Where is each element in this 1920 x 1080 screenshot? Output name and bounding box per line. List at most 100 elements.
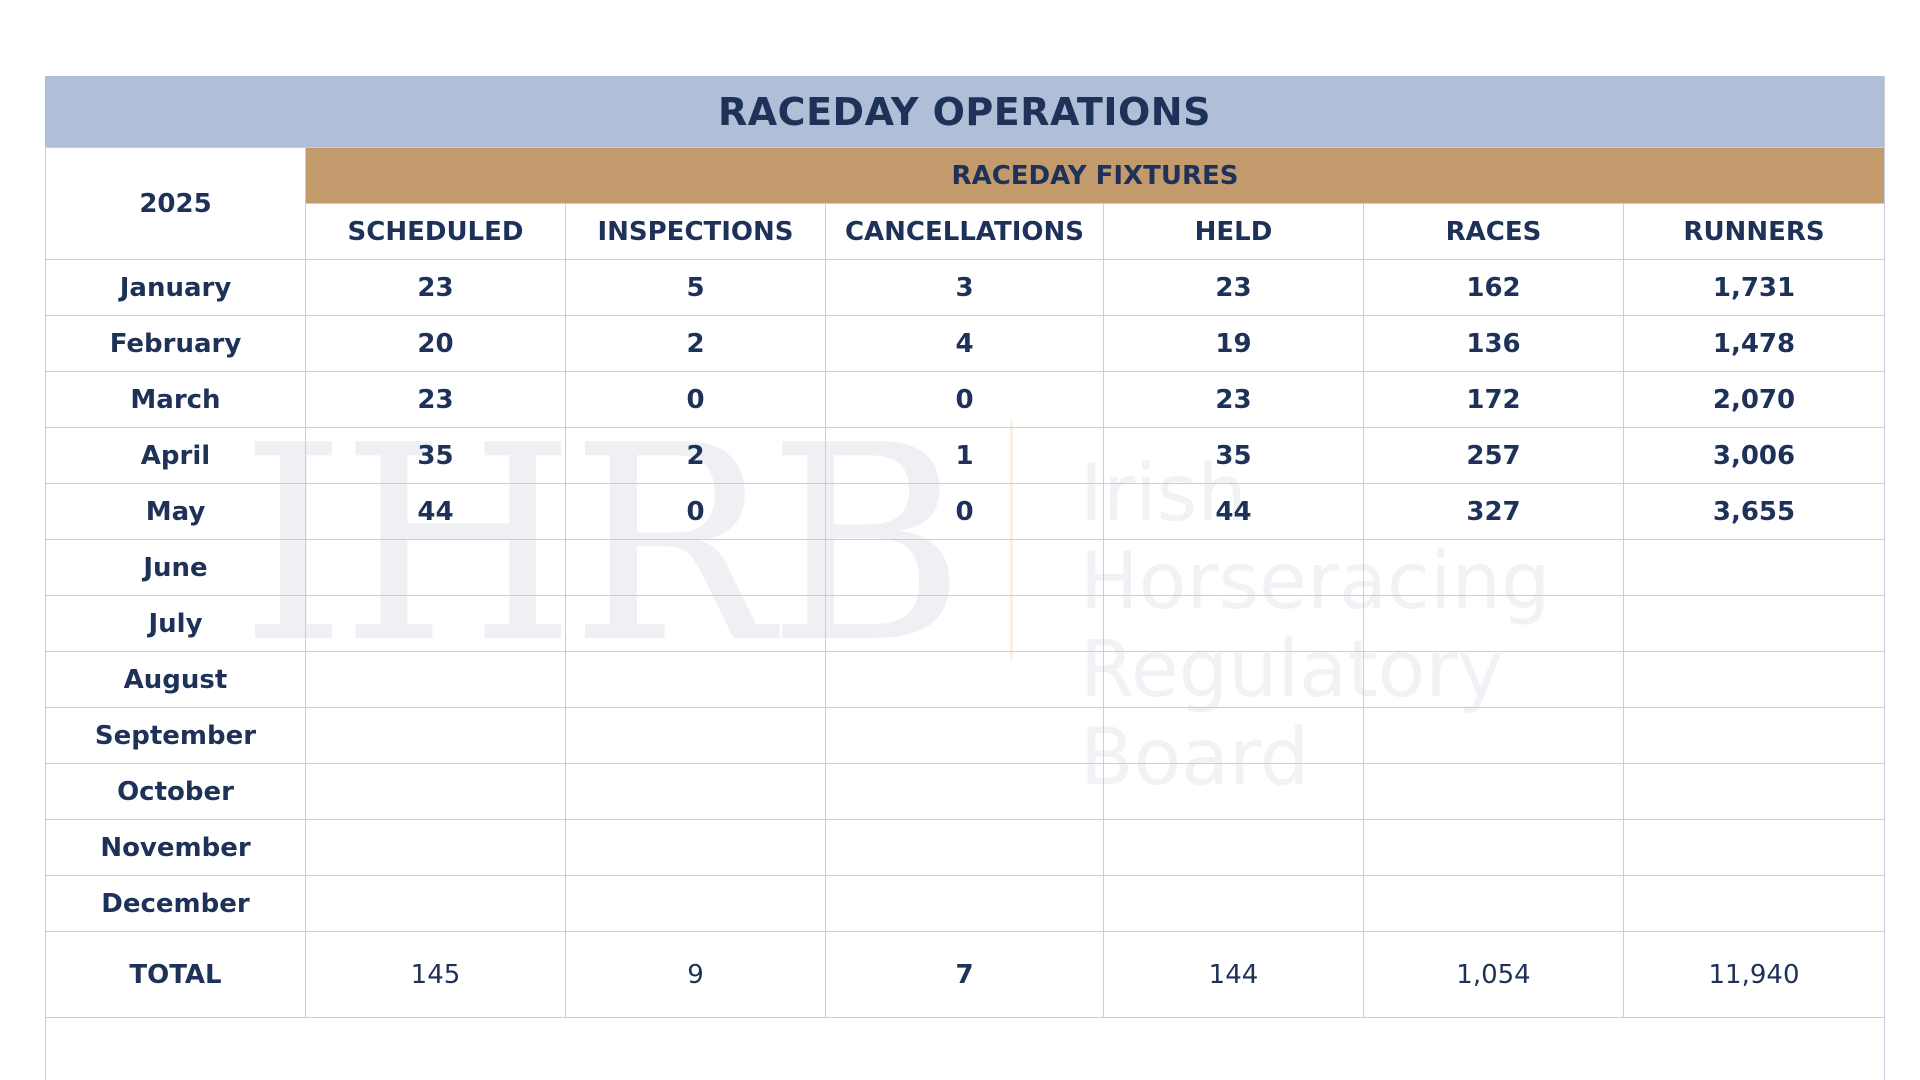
table-row: April 35 2 1 35 257 3,006 xyxy=(45,427,1886,484)
cell-held xyxy=(1103,819,1364,876)
cell-races xyxy=(1363,819,1624,876)
cell-runners xyxy=(1622,875,1886,932)
month-label: December xyxy=(45,875,306,932)
cell-races: 257 xyxy=(1363,427,1624,484)
month-label: June xyxy=(45,539,306,596)
cell-scheduled xyxy=(305,539,566,596)
cell-runners: 1,731 xyxy=(1622,259,1886,316)
cell-scheduled xyxy=(305,707,566,764)
month-label: April xyxy=(45,427,306,484)
column-header-scheduled: SCHEDULED xyxy=(305,203,566,260)
cell-runners xyxy=(1622,763,1886,820)
cell-inspections: 2 xyxy=(565,315,826,372)
total-label: TOTAL xyxy=(45,931,306,1018)
total-row: TOTAL 145 9 7 144 1,054 11,940 xyxy=(45,931,1886,1018)
total-races: 1,054 xyxy=(1363,931,1624,1018)
total-inspections: 9 xyxy=(565,931,826,1018)
table-row: February 20 2 4 19 136 1,478 xyxy=(45,315,1886,372)
cell-runners: 3,655 xyxy=(1622,483,1886,540)
cell-runners xyxy=(1622,707,1886,764)
table-row: June xyxy=(45,539,1886,596)
cell-scheduled: 35 xyxy=(305,427,566,484)
cell-inspections xyxy=(565,763,826,820)
cell-scheduled: 23 xyxy=(305,371,566,428)
cell-held: 44 xyxy=(1103,483,1364,540)
cell-held xyxy=(1103,763,1364,820)
cell-cancellations: 4 xyxy=(825,315,1104,372)
month-label: August xyxy=(45,651,306,708)
total-held: 144 xyxy=(1103,931,1364,1018)
cell-inspections: 2 xyxy=(565,427,826,484)
cell-held: 19 xyxy=(1103,315,1364,372)
total-scheduled: 145 xyxy=(305,931,566,1018)
cell-inspections xyxy=(565,539,826,596)
cell-inspections xyxy=(565,875,826,932)
cell-scheduled xyxy=(305,763,566,820)
table-row: January 23 5 3 23 162 1,731 xyxy=(45,259,1886,316)
cell-held xyxy=(1103,651,1364,708)
table-row: March 23 0 0 23 172 2,070 xyxy=(45,371,1886,428)
month-label: July xyxy=(45,595,306,652)
cell-cancellations xyxy=(825,819,1104,876)
cell-races xyxy=(1363,707,1624,764)
cell-races xyxy=(1363,595,1624,652)
raceday-operations-table: 2025 RACEDAY FIXTURES SCHEDULED INSPECTI… xyxy=(45,147,1886,1018)
cell-races: 162 xyxy=(1363,259,1624,316)
cell-inspections: 0 xyxy=(565,371,826,428)
cell-held: 23 xyxy=(1103,371,1364,428)
cell-runners xyxy=(1622,651,1886,708)
table-row: July xyxy=(45,595,1886,652)
column-header-row: SCHEDULED INSPECTIONS CANCELLATIONS HELD… xyxy=(46,203,1886,260)
cell-inspections xyxy=(565,819,826,876)
raceday-fixtures-header: RACEDAY FIXTURES xyxy=(304,147,1886,204)
cell-cancellations xyxy=(825,707,1104,764)
total-cancellations: 7 xyxy=(825,931,1104,1018)
cell-races: 172 xyxy=(1363,371,1624,428)
cell-held xyxy=(1103,875,1364,932)
cell-scheduled: 23 xyxy=(305,259,566,316)
page-title: RACEDAY OPERATIONS xyxy=(45,76,1884,147)
total-runners: 11,940 xyxy=(1622,931,1886,1018)
cell-scheduled: 44 xyxy=(305,483,566,540)
month-label: October xyxy=(45,763,306,820)
table-row: November xyxy=(45,819,1886,876)
cell-races: 327 xyxy=(1363,483,1624,540)
table-row: August xyxy=(45,651,1886,708)
cell-runners: 3,006 xyxy=(1622,427,1886,484)
cell-inspections xyxy=(565,595,826,652)
table-row: October xyxy=(45,763,1886,820)
cell-cancellations xyxy=(825,875,1104,932)
cell-cancellations xyxy=(825,539,1104,596)
cell-cancellations xyxy=(825,763,1104,820)
cell-cancellations: 0 xyxy=(825,371,1104,428)
cell-races xyxy=(1363,763,1624,820)
cell-held: 23 xyxy=(1103,259,1364,316)
cell-inspections xyxy=(565,651,826,708)
cell-runners xyxy=(1622,595,1886,652)
cell-cancellations xyxy=(825,595,1104,652)
cell-races xyxy=(1363,651,1624,708)
cell-cancellations xyxy=(825,651,1104,708)
cell-inspections xyxy=(565,707,826,764)
cell-scheduled xyxy=(305,819,566,876)
cell-runners: 2,070 xyxy=(1622,371,1886,428)
cell-runners xyxy=(1622,539,1886,596)
cell-scheduled: 20 xyxy=(305,315,566,372)
cell-runners xyxy=(1622,819,1886,876)
cell-cancellations: 1 xyxy=(825,427,1104,484)
cell-races xyxy=(1363,539,1624,596)
cell-cancellations: 0 xyxy=(825,483,1104,540)
month-label: February xyxy=(45,315,306,372)
month-label: September xyxy=(45,707,306,764)
month-label: March xyxy=(45,371,306,428)
column-header-inspections: INSPECTIONS xyxy=(565,203,826,260)
column-header-races: RACES xyxy=(1363,203,1624,260)
cell-inspections: 5 xyxy=(565,259,826,316)
cell-inspections: 0 xyxy=(565,483,826,540)
cell-runners: 1,478 xyxy=(1622,315,1886,372)
cell-races: 136 xyxy=(1363,315,1624,372)
column-header-cancellations: CANCELLATIONS xyxy=(825,203,1104,260)
cell-scheduled xyxy=(305,595,566,652)
cell-cancellations: 3 xyxy=(825,259,1104,316)
cell-scheduled xyxy=(305,651,566,708)
